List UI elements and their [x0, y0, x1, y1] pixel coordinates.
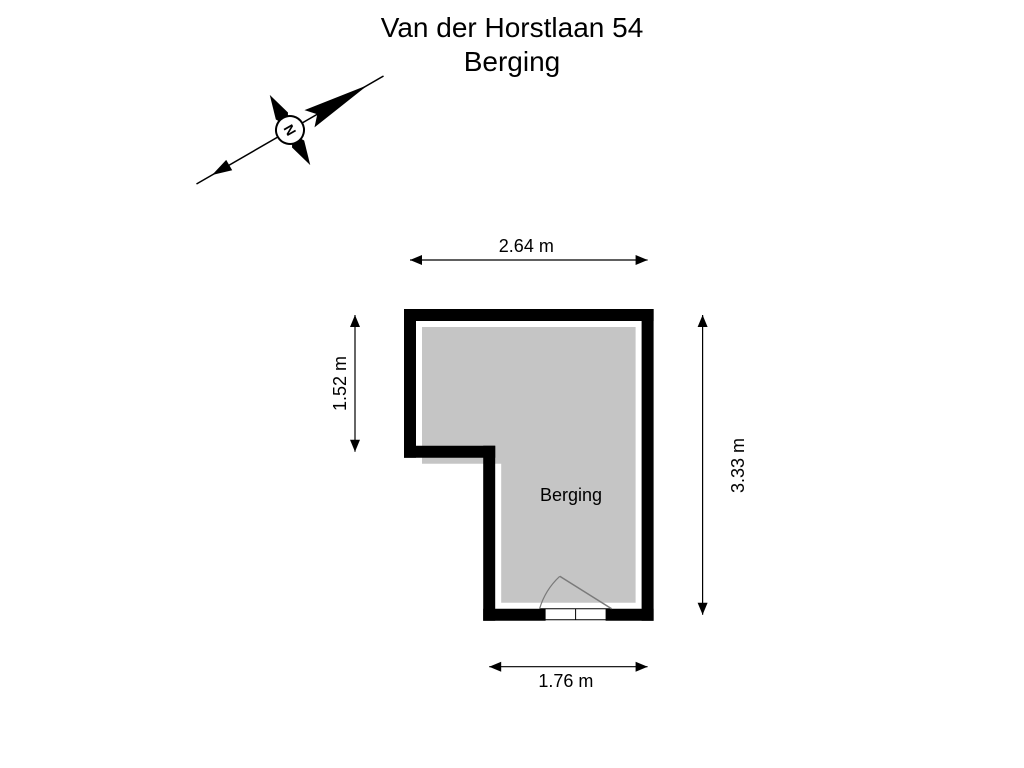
dimension-top: 2.64 m [499, 236, 554, 257]
dimension-bottom: 1.76 m [538, 671, 593, 692]
floorplan-svg: N [0, 0, 1024, 768]
floorplan-canvas: Van der Horstlaan 54 Berging N Berging 2… [0, 0, 1024, 768]
dimension-left: 1.52 m [330, 356, 351, 411]
room-label: Berging [540, 485, 602, 506]
dimension-right: 3.33 m [728, 438, 749, 493]
